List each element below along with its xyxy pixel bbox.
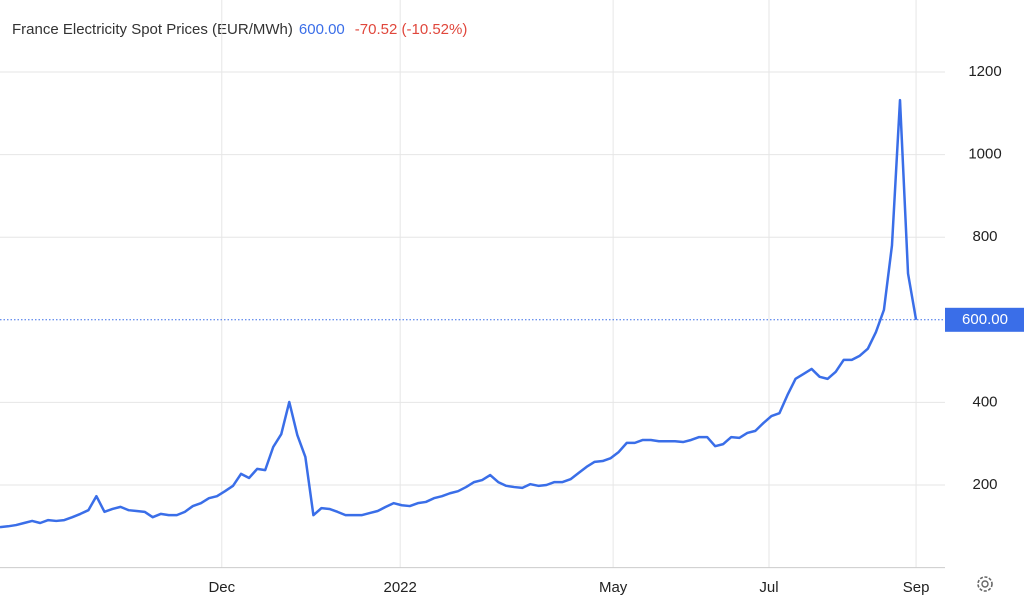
y-tick-label: 1000 (968, 146, 1001, 163)
x-tick-label: Sep (903, 579, 930, 596)
x-tick-label: 2022 (383, 579, 416, 596)
y-tick-label: 400 (972, 393, 997, 410)
y-tick-label: 200 (972, 476, 997, 493)
last-value-label: 600.00 (962, 311, 1008, 328)
settings-icon[interactable] (977, 576, 993, 592)
y-tick-label: 800 (972, 228, 997, 245)
last-value-box (945, 307, 1024, 332)
x-tick-label: May (599, 579, 628, 596)
chart-title: France Electricity Spot Prices (EUR/MWh) (12, 21, 293, 38)
x-tick-label: Jul (759, 579, 778, 596)
header-change: -70.52 (-10.52%) (355, 21, 468, 38)
price-line (0, 98, 918, 529)
x-tick-label: Dec (208, 579, 235, 596)
header-value: 600.00 (299, 21, 345, 38)
y-tick-label: 1200 (968, 63, 1001, 80)
